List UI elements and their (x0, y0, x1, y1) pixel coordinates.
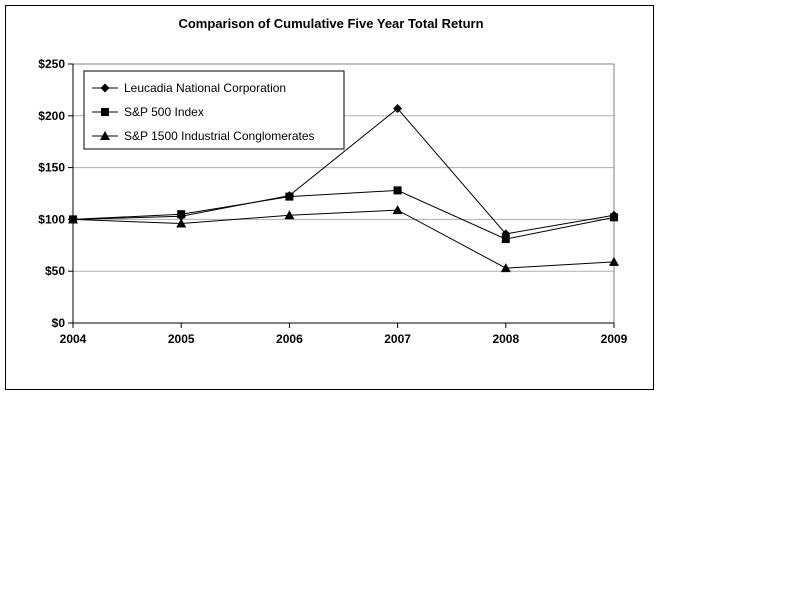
chart-title: Comparison of Cumulative Five Year Total… (178, 16, 483, 31)
y-tick-label: $0 (52, 316, 66, 330)
x-tick-label: 2004 (60, 332, 87, 346)
data-point (284, 210, 295, 220)
x-tick-label: 2005 (168, 332, 195, 346)
legend-label: S&P 1500 Industrial Conglomerates (124, 129, 315, 143)
y-tick-label: $150 (38, 161, 65, 175)
legend-label: S&P 500 Index (124, 105, 204, 119)
data-point (176, 218, 187, 228)
x-tick-label: 2009 (601, 332, 628, 346)
data-point (393, 186, 402, 195)
series-triangle (68, 205, 619, 273)
legend-marker (101, 108, 109, 116)
data-point (285, 192, 294, 201)
legend-marker (100, 131, 110, 140)
x-tick-label: 2008 (492, 332, 519, 346)
data-point (501, 235, 510, 244)
x-tick-label: 2006 (276, 332, 303, 346)
series-square (69, 186, 618, 244)
legend-item: S&P 500 Index (92, 105, 204, 119)
data-point (68, 214, 78, 224)
data-point (500, 263, 511, 273)
y-tick-label: $250 (38, 57, 65, 71)
series-line (72, 107, 615, 235)
series-layer (68, 104, 619, 273)
data-point (610, 213, 618, 222)
series-line (72, 189, 615, 240)
legend-item: S&P 1500 Industrial Conglomerates (92, 129, 315, 143)
data-point (393, 104, 403, 114)
axis-layer: $0 $50 $100 $150 $200 $250 2004 2005 2006 2007 200… (38, 57, 627, 346)
x-tick-label: 2007 (384, 332, 411, 346)
data-point (177, 210, 186, 219)
y-tick-label: $200 (38, 109, 65, 123)
y-tick-label: $100 (38, 212, 65, 226)
legend-box (83, 70, 345, 150)
data-point (609, 256, 619, 266)
legend-item: Leucadia National Corporation (92, 81, 286, 95)
legend-marker (100, 83, 110, 93)
series-line (72, 209, 615, 269)
line-chart: Comparison of Cumulative Five Year Total… (38, 16, 627, 346)
data-point (392, 205, 403, 215)
y-tick-label: $50 (45, 264, 65, 278)
legend: Leucadia National Corporation S&P 500 Ind… (83, 70, 345, 150)
chart-frame: Comparison of Cumulative Five Year Total… (5, 5, 654, 390)
legend-label: Leucadia National Corporation (124, 81, 286, 95)
